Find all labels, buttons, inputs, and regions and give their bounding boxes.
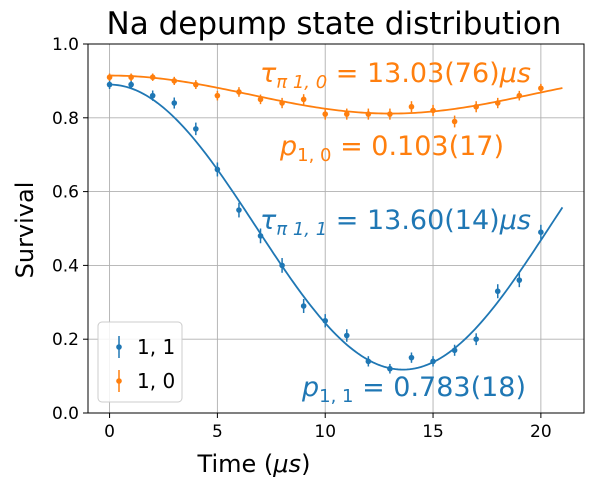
y-axis-label: Survival bbox=[11, 182, 39, 279]
y-tick-label: 0.8 bbox=[52, 109, 79, 129]
chart-title: Na depump state distribution bbox=[107, 6, 562, 42]
data-point-1-1 bbox=[106, 80, 113, 90]
y-tick-label: 0.2 bbox=[52, 330, 79, 350]
x-tick-label: 20 bbox=[530, 422, 552, 442]
data-point-1-1 bbox=[538, 224, 544, 240]
ticks: 0 5 10 15 20 0.0 0.2 0.4 0.6 0.8 1.0 bbox=[52, 35, 552, 442]
data-point-1-0 bbox=[365, 108, 372, 120]
data-point-1-0 bbox=[451, 115, 458, 128]
fit-curve-1-0 bbox=[109, 74, 563, 115]
data-point-1-1 bbox=[171, 97, 178, 109]
data-point-1-1 bbox=[343, 329, 350, 342]
x-axis-label: Time (μs) bbox=[197, 450, 311, 478]
legend-marker-orange bbox=[116, 370, 122, 392]
data-point-1-1 bbox=[236, 202, 242, 218]
data-point-1-0 bbox=[473, 101, 479, 113]
legend-marker-blue bbox=[116, 336, 122, 358]
legend: 1, 1 1, 0 bbox=[97, 321, 183, 403]
data-point-1-1 bbox=[257, 228, 264, 244]
data-point-1-1 bbox=[193, 122, 199, 136]
data-point-1-0 bbox=[343, 108, 350, 120]
fit-curves bbox=[109, 74, 564, 371]
data-point-1-1 bbox=[408, 352, 415, 363]
data-point-1-1 bbox=[516, 273, 523, 288]
annotation-tau-11: τπ 1, 1 = 13.60(14)μs bbox=[260, 205, 531, 240]
data-point-1-1 bbox=[149, 90, 156, 101]
data-point-1-0 bbox=[322, 108, 329, 120]
data-point-1-0 bbox=[516, 90, 523, 101]
legend-label-1-0: 1, 0 bbox=[137, 369, 175, 393]
legend-label-1-1: 1, 1 bbox=[137, 335, 175, 359]
data-point-1-1 bbox=[387, 363, 393, 374]
data-point-1-1 bbox=[300, 298, 307, 314]
annotation-p-11: p1, 1 = 0.783(18) bbox=[301, 372, 526, 407]
data-point-1-0 bbox=[128, 73, 134, 81]
fit-curve-1-1 bbox=[109, 83, 564, 371]
data-point-1-1 bbox=[473, 333, 479, 346]
data-point-1-0 bbox=[538, 83, 544, 93]
x-tick-label: 10 bbox=[314, 422, 336, 442]
y-tick-label: 1.0 bbox=[52, 35, 79, 55]
y-tick-label: 0.0 bbox=[52, 404, 79, 424]
data-point-1-0 bbox=[236, 87, 242, 97]
data-point-1-0 bbox=[214, 90, 221, 101]
data-point-1-1 bbox=[365, 356, 372, 367]
data-point-1-0 bbox=[193, 80, 199, 90]
annotation-tau-10: τπ 1, 0 = 13.03(76)μs bbox=[260, 58, 531, 93]
data-points bbox=[106, 73, 544, 374]
y-tick-label: 0.6 bbox=[52, 183, 79, 203]
data-point-1-1 bbox=[451, 344, 458, 356]
data-point-1-0 bbox=[106, 73, 113, 81]
annotation-p-10: p1, 0 = 0.103(17) bbox=[279, 131, 504, 166]
data-point-1-0 bbox=[494, 97, 501, 109]
data-point-1-0 bbox=[408, 101, 415, 113]
y-tick-label: 0.4 bbox=[52, 256, 79, 276]
data-point-1-1 bbox=[128, 80, 134, 90]
data-point-1-1 bbox=[279, 258, 285, 273]
plot-frame bbox=[87, 43, 585, 414]
data-point-1-0 bbox=[171, 76, 178, 85]
data-point-1-0 bbox=[300, 94, 307, 105]
data-point-1-0 bbox=[430, 104, 436, 116]
data-point-1-1 bbox=[214, 162, 221, 177]
data-point-1-1 bbox=[322, 314, 329, 328]
data-point-1-0 bbox=[387, 108, 393, 120]
x-tick-label: 5 bbox=[212, 422, 223, 442]
x-tick-label: 15 bbox=[422, 422, 444, 442]
data-point-1-1 bbox=[494, 284, 501, 299]
data-point-1-0 bbox=[149, 73, 156, 81]
data-point-1-1 bbox=[430, 356, 436, 367]
data-point-1-0 bbox=[279, 97, 285, 109]
x-tick-label: 0 bbox=[104, 422, 115, 442]
data-point-1-0 bbox=[257, 94, 264, 105]
